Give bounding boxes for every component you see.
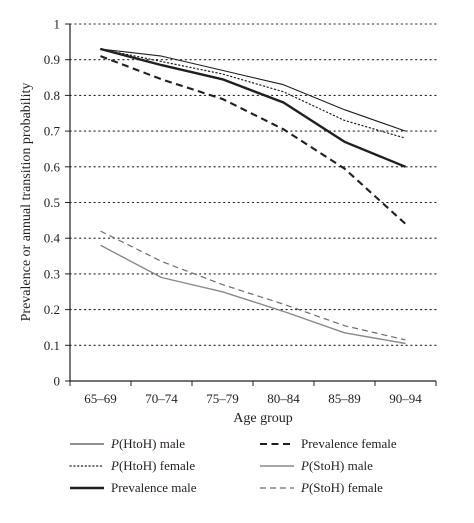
y-tick-label: 0.3 <box>44 266 60 281</box>
legend-label-suffix: (StoH) female <box>309 480 383 495</box>
y-tick-label: 1 <box>54 17 61 32</box>
y-tick-label: 0.7 <box>44 124 61 139</box>
series-line-3 <box>100 47 406 168</box>
legend-label: Prevalence female <box>301 436 397 451</box>
y-tick-label: 0.8 <box>44 88 60 103</box>
legend-label: P(StoH) male <box>300 458 373 473</box>
series-layer <box>99 47 407 345</box>
x-tick-label: 65–69 <box>84 391 117 406</box>
legend-label-prefix: P <box>300 480 309 495</box>
y-tick-label: 0 <box>54 374 61 389</box>
legend-label-prefix: P <box>110 458 119 473</box>
legend-item: P(HtoH) male <box>70 436 185 451</box>
legend-item: Prevalence male <box>70 480 197 495</box>
series-line-2 <box>99 48 407 139</box>
x-tick-label: 90–94 <box>389 391 422 406</box>
x-tick-label: 80–84 <box>267 391 300 406</box>
legend-label-suffix: Prevalence female <box>301 436 397 451</box>
legend-label: P(HtoH) female <box>110 458 195 473</box>
y-tick-label: 0.4 <box>44 231 61 246</box>
series-line-4 <box>100 55 407 225</box>
legend-label-suffix: (HtoH) female <box>119 458 195 473</box>
x-tick-label: 70–74 <box>145 391 178 406</box>
series-line-6 <box>100 230 406 341</box>
series-line-5 <box>100 244 406 345</box>
legend-item: P(StoH) female <box>260 480 383 495</box>
legend-label-prefix: P <box>300 458 309 473</box>
legend-label-suffix: Prevalence male <box>111 480 197 495</box>
y-axis-label: Prevalence or annual transition probabil… <box>19 83 34 322</box>
legend-label: P(HtoH) male <box>110 436 185 451</box>
y-tick-label: 0.1 <box>44 338 60 353</box>
legend-label: Prevalence male <box>111 480 197 495</box>
series-line-1 <box>100 48 406 132</box>
y-tick-label: 0.2 <box>44 302 60 317</box>
legend-item: P(StoH) male <box>260 458 373 473</box>
y-tick-label: 0.9 <box>44 52 60 67</box>
legend-item: Prevalence female <box>260 436 397 451</box>
axes-layer: 0 0.1 0.2 0.3 0.4 0.5 0.6 0.7 0.8 0.9 1 65–69 70–74 7… <box>44 17 437 406</box>
legend-item: P(HtoH) female <box>69 458 195 473</box>
x-tick-label: 75–79 <box>206 391 239 406</box>
legend-label-suffix: (StoH) male <box>309 458 373 473</box>
x-axis-label: Age group <box>233 411 293 426</box>
legend-label-prefix: P <box>110 436 119 451</box>
y-tick-label: 0.6 <box>44 159 61 174</box>
y-tick-label: 0.5 <box>44 195 60 210</box>
x-tick-label: 85–89 <box>328 391 361 406</box>
legend-label-suffix: (HtoH) male <box>119 436 185 451</box>
legend-label: P(StoH) female <box>300 480 383 495</box>
grid-layer <box>69 23 437 346</box>
